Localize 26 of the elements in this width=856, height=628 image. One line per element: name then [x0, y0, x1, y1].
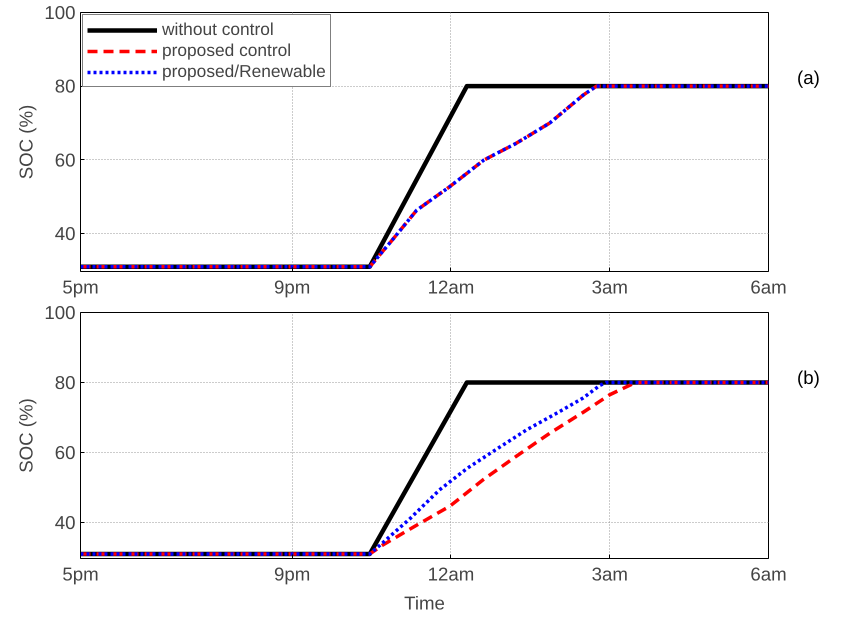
- x-tick-label: 6am: [750, 276, 787, 298]
- x-tick-label: 6am: [750, 564, 787, 584]
- text: (b): [797, 366, 820, 390]
- x-tick-label: 3am: [592, 564, 628, 584]
- x-axis-title: Time: [404, 592, 445, 614]
- legend-label: proposed control: [162, 40, 292, 61]
- y-tick-label: 100: [44, 2, 76, 23]
- legend-label: proposed/Renewable: [162, 61, 326, 82]
- x-tick-label: 12am: [428, 276, 474, 298]
- x-tick-label: 5pm: [62, 564, 99, 584]
- y-tick-label: 60: [54, 149, 76, 170]
- y-tick-label: 40: [54, 223, 76, 244]
- x-tick-label: 9pm: [274, 276, 310, 298]
- x-tick-label: 5pm: [62, 276, 99, 298]
- x-tick-label: 12am: [428, 564, 474, 584]
- y-tick-label: 80: [54, 76, 76, 97]
- legend-label: without control: [162, 19, 274, 40]
- y-axis-title: SOC (%): [15, 104, 36, 180]
- y-tick-label: 80: [54, 372, 76, 393]
- text: (a): [797, 66, 820, 90]
- y-tick-label: 40: [54, 512, 76, 533]
- y-tick-label: 60: [54, 442, 76, 463]
- y-axis-title: SOC (%): [15, 398, 36, 473]
- x-tick-label: 9pm: [274, 564, 310, 584]
- x-tick-label: 3am: [592, 276, 628, 298]
- y-tick-label: 100: [44, 302, 76, 323]
